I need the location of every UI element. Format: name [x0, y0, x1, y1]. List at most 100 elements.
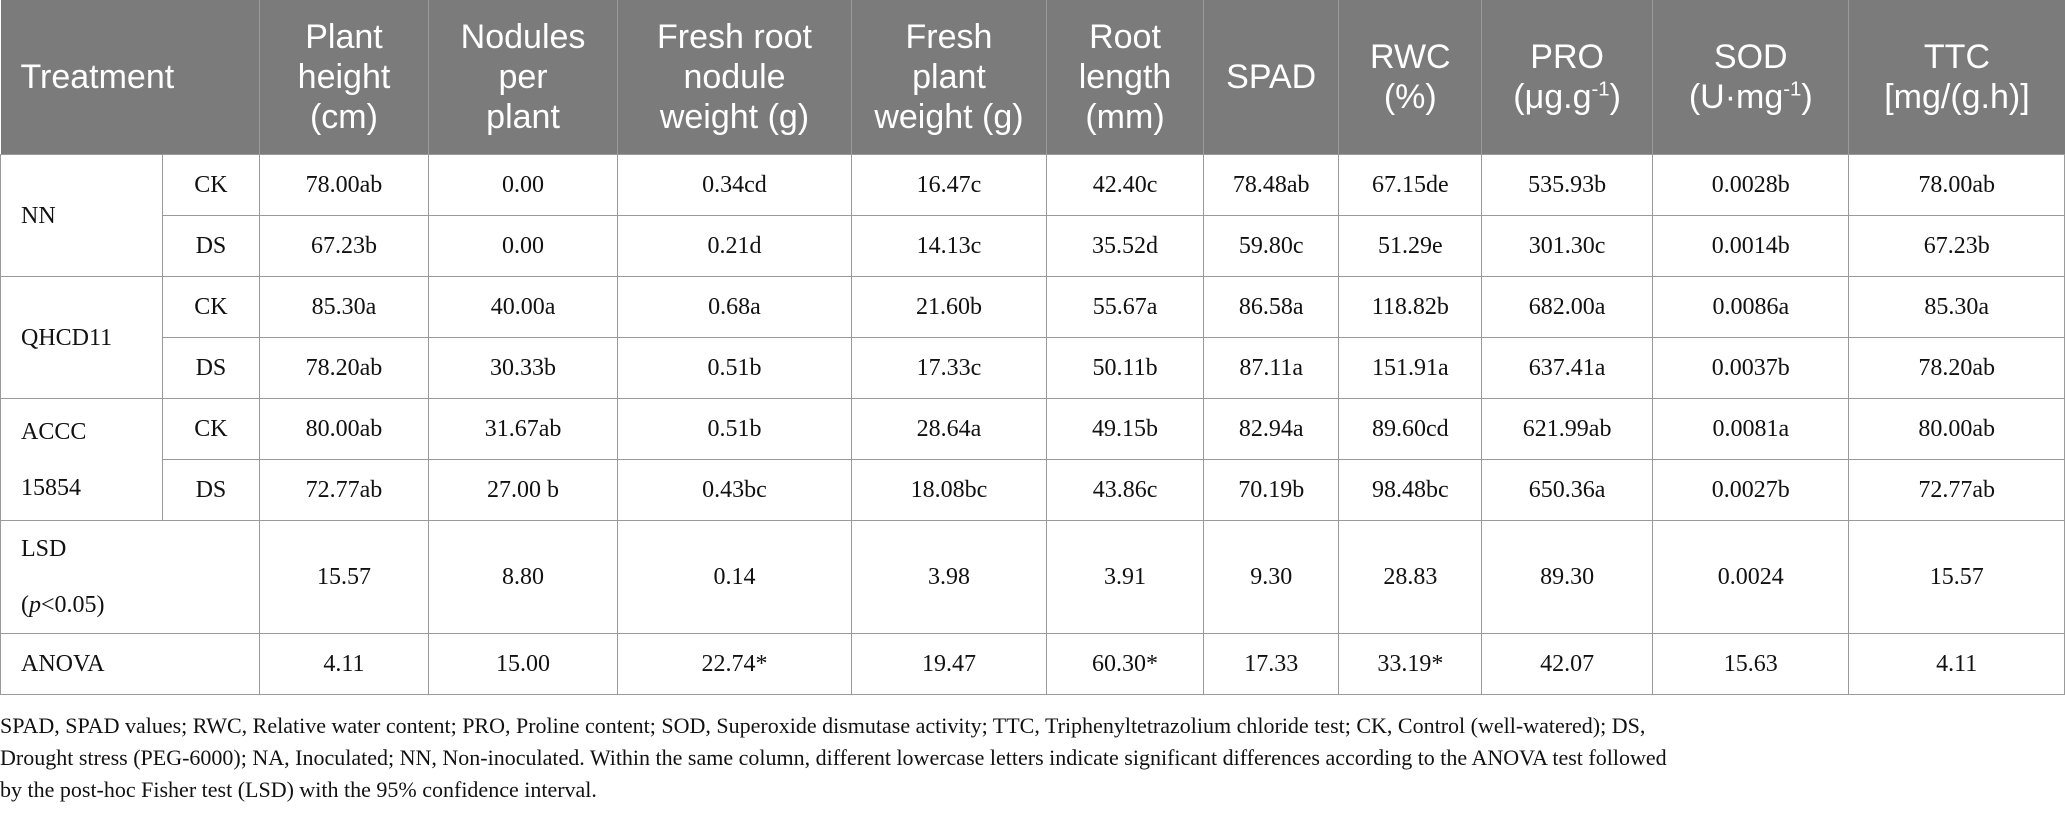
table-cell: 31.67ab [427, 398, 619, 460]
treatment-label: ACCC 15854 [0, 398, 163, 521]
header-sod: SOD (U·mg-1) [1652, 0, 1849, 155]
table-cell: 151.91a [1338, 337, 1483, 399]
table-cell: 51.29e [1338, 215, 1483, 277]
table-row: NN CK 78.00ab 0.00 0.34cd 16.47c 42.40c 78.48ab… [0, 154, 2065, 277]
table-cell: 0.14 [617, 520, 852, 634]
table-cell: 650.36a [1481, 459, 1654, 521]
table-body: NN CK 78.00ab 0.00 0.34cd 16.47c 42.40c 78.48ab… [0, 154, 2065, 695]
lsd-row: LSD (p<0.05) 15.57 8.80 0.14 3.98 3.91 9.30 28.8… [0, 520, 2065, 634]
table-cell: 0.0081a [1652, 398, 1850, 460]
table-cell: 0.0027b [1652, 459, 1850, 521]
table-row: DS 72.77ab 27.00 b 0.43bc 18.08bc 43.86c 70.19… [1, 459, 2065, 521]
table-cell: 78.00ab [1848, 154, 2065, 216]
footnote-line: Drought stress (PEG-6000); NA, Inoculate… [0, 745, 1667, 770]
table-footnote: SPAD, SPAD values; RWC, Relative water c… [0, 710, 2060, 806]
table-cell: 621.99ab [1481, 398, 1654, 460]
header-plant-height: Plant height (cm) [259, 0, 429, 155]
header-fresh-plant-weight: Fresh plant weight (g) [850, 0, 1047, 155]
header-root-length: Root length (mm) [1046, 0, 1204, 155]
header-treatment: Treatment [0, 0, 260, 155]
table-row: DS 67.23b 0.00 0.21d 14.13c 35.52d 59.80c 51.29… [1, 215, 2065, 277]
table-cell: 67.15de [1338, 154, 1483, 216]
table-cell: 0.0086a [1652, 276, 1850, 338]
table-cell: 0.0014b [1652, 215, 1850, 277]
table-header-row: Treatment Plant height (cm) Nodules per plan… [0, 0, 2065, 155]
table-cell: 82.94a [1202, 398, 1340, 460]
table-row: QHCD11 CK 85.30a 40.00a 0.68a 21.60b 55.67a 86.… [0, 276, 2065, 399]
table-cell: 30.33b [427, 337, 619, 399]
table-cell: 89.30 [1481, 520, 1654, 634]
table-cell: 0.00 [427, 215, 619, 277]
header-fresh-root-nodule-weight: Fresh root nodule weight (g) [617, 0, 852, 155]
table-cell: 0.43bc [617, 459, 852, 521]
results-table: Treatment Plant height (cm) Nodules per plan… [0, 0, 2065, 695]
table-cell: 0.51b [617, 398, 852, 460]
condition-label: CK [161, 154, 261, 216]
header-spad: SPAD [1202, 0, 1339, 155]
treatment-label: NN [0, 154, 163, 277]
table-cell: 60.30* [1046, 633, 1204, 695]
table-cell: 19.47 [850, 633, 1048, 695]
table-cell: 18.08bc [850, 459, 1048, 521]
table-cell: 72.77ab [1848, 459, 2065, 521]
table-row: ACCC 15854 CK 80.00ab 31.67ab 0.51b 28.64a 49.1… [0, 398, 2065, 521]
table-cell: 0.68a [617, 276, 852, 338]
table-cell: 16.47c [850, 154, 1048, 216]
table-cell: 86.58a [1202, 276, 1340, 338]
table-cell: 70.19b [1202, 459, 1340, 521]
header-pro: PRO (μg.g-1) [1481, 0, 1653, 155]
table-cell: 89.60cd [1338, 398, 1483, 460]
anova-row: ANOVA 4.11 15.00 22.74* 19.47 60.30* 17.33 33.1… [0, 633, 2065, 695]
table-cell: 49.15b [1046, 398, 1204, 460]
table-cell: 22.74* [617, 633, 852, 695]
lsd-label: LSD (p<0.05) [0, 520, 260, 634]
table-cell: 50.11b [1046, 337, 1204, 399]
table-cell: 0.21d [617, 215, 852, 277]
table-cell: 3.98 [850, 520, 1048, 634]
table-cell: 78.00ab [259, 154, 429, 216]
table-cell: 28.83 [1338, 520, 1483, 634]
table-cell: 15.63 [1652, 633, 1850, 695]
table-cell: 33.19* [1338, 633, 1483, 695]
condition-label: CK [161, 276, 261, 338]
table-cell: 78.20ab [259, 337, 429, 399]
table-cell: 17.33c [850, 337, 1048, 399]
table-cell: 55.67a [1046, 276, 1204, 338]
table-cell: 0.00 [427, 154, 619, 216]
table-cell: 535.93b [1481, 154, 1654, 216]
table-cell: 78.20ab [1848, 337, 2065, 399]
table-cell: 3.91 [1046, 520, 1204, 634]
table-cell: 59.80c [1202, 215, 1340, 277]
table-cell: 0.51b [617, 337, 852, 399]
table-cell: 78.48ab [1202, 154, 1340, 216]
table-cell: 67.23b [1848, 215, 2065, 277]
table-cell: 301.30c [1481, 215, 1654, 277]
table-cell: 0.34cd [617, 154, 852, 216]
table-cell: 0.0024 [1652, 520, 1850, 634]
table-cell: 42.07 [1481, 633, 1654, 695]
table-cell: 35.52d [1046, 215, 1204, 277]
table-cell: 8.80 [427, 520, 619, 634]
table-cell: 43.86c [1046, 459, 1204, 521]
condition-label: DS [161, 459, 261, 521]
table-cell: 0.0028b [1652, 154, 1850, 216]
table-cell: 72.77ab [259, 459, 429, 521]
anova-label: ANOVA [0, 633, 260, 695]
table-cell: 17.33 [1202, 633, 1340, 695]
table-cell: 42.40c [1046, 154, 1204, 216]
header-ttc: TTC [mg/(g.h)] [1848, 0, 2065, 155]
table-cell: 0.0037b [1652, 337, 1850, 399]
table-cell: 682.00a [1481, 276, 1654, 338]
table-cell: 21.60b [850, 276, 1048, 338]
table-row: DS 78.20ab 30.33b 0.51b 17.33c 50.11b 87.11a 15… [1, 337, 2065, 399]
table-cell: 118.82b [1338, 276, 1483, 338]
footnote-line: by the post-hoc Fisher test (LSD) with t… [0, 777, 597, 802]
table-cell: 40.00a [427, 276, 619, 338]
table-cell: 98.48bc [1338, 459, 1483, 521]
header-nodules-per-plant: Nodules per plant [427, 0, 618, 155]
table-cell: 15.57 [1848, 520, 2065, 634]
table-cell: 637.41a [1481, 337, 1654, 399]
table-cell: 15.00 [427, 633, 619, 695]
table-cell: 67.23b [259, 215, 429, 277]
table-cell: 4.11 [1848, 633, 2065, 695]
